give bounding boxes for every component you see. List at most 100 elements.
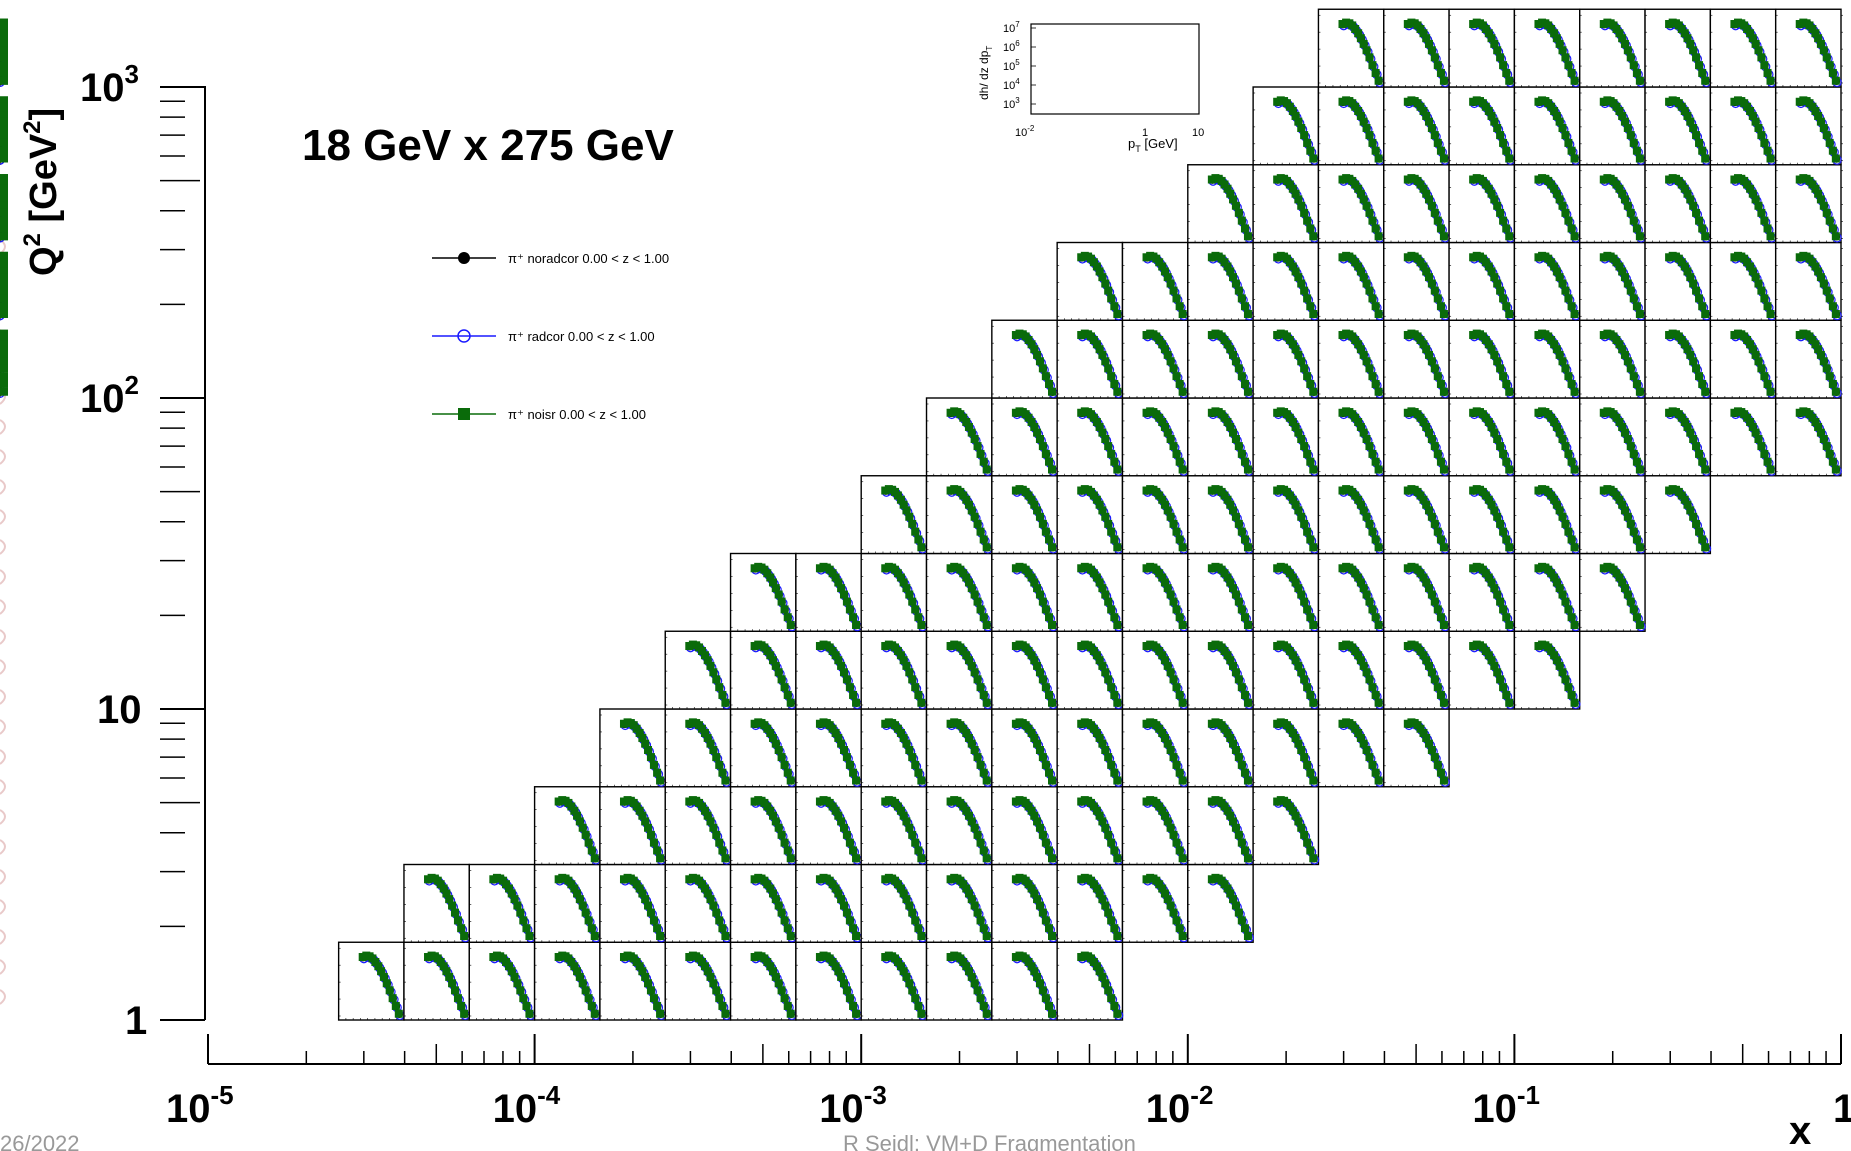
noisr-point — [445, 972, 454, 981]
noisr-point — [1175, 846, 1184, 855]
noisr-point — [1240, 613, 1249, 622]
bin-cell — [925, 397, 993, 477]
bin-cell — [991, 941, 1058, 1021]
noisr-point — [1169, 908, 1178, 917]
noisr-point — [1041, 994, 1050, 1003]
noisr-point — [1110, 690, 1119, 699]
noisr-point — [905, 746, 914, 755]
noisr-point — [914, 846, 923, 855]
noisr-point — [1038, 753, 1047, 762]
noisr-point — [1231, 823, 1240, 832]
noisr-point — [1570, 698, 1579, 707]
noisr-point — [766, 884, 775, 893]
noisr-point — [786, 698, 795, 707]
noisr-point — [1107, 527, 1116, 536]
noisr-point — [973, 597, 982, 606]
noisr-point — [1229, 817, 1238, 826]
noisr-point — [1309, 543, 1318, 552]
noisr-point — [967, 739, 976, 748]
noisr-point — [842, 830, 851, 839]
noisr-point — [581, 986, 590, 995]
noisr-point — [1502, 535, 1511, 544]
noisr-point — [973, 753, 982, 762]
noisr-point — [1493, 668, 1502, 677]
noisr-point — [1178, 543, 1187, 552]
noisr-point — [1101, 901, 1110, 910]
noisr-point — [1113, 931, 1122, 940]
noisr-point — [1101, 590, 1110, 599]
noisr-point — [911, 605, 920, 614]
noisr-point — [715, 683, 724, 692]
noisr-point — [1234, 753, 1243, 762]
edge-squiggle — [0, 719, 6, 735]
noisr-point — [1110, 535, 1119, 544]
noisr-point — [590, 1009, 599, 1018]
noisr-point — [1303, 838, 1312, 847]
noisr-point — [1427, 590, 1436, 599]
noisr-point — [1237, 527, 1246, 536]
noisr-point — [766, 806, 775, 815]
bin-cell — [1252, 552, 1320, 632]
noisr-point — [1629, 605, 1638, 614]
bin-cell — [337, 941, 405, 1021]
noisr-point — [567, 802, 576, 811]
noisr-point — [1166, 590, 1175, 599]
bin-cell — [1317, 475, 1385, 555]
noisr-point — [1297, 746, 1306, 755]
noisr-point — [656, 1009, 665, 1018]
edge-squiggle — [0, 779, 6, 795]
noisr-point — [1701, 543, 1710, 552]
noisr-point — [964, 733, 973, 742]
noisr-point — [1374, 620, 1383, 629]
noisr-point — [842, 986, 851, 995]
noisr-point — [908, 519, 917, 528]
noisr-point — [1047, 1009, 1056, 1018]
noisr-point — [1089, 646, 1098, 655]
noisr-point — [967, 817, 976, 826]
noisr-point — [1243, 854, 1252, 863]
noisr-point — [845, 605, 854, 614]
noisr-point — [570, 806, 579, 815]
noisr-point — [852, 931, 861, 940]
noisr-point — [959, 646, 968, 655]
bin-cell — [664, 863, 732, 943]
noisr-point — [1030, 656, 1039, 665]
noisr-point — [567, 880, 576, 889]
noisr-point — [721, 931, 730, 940]
noisr-point — [1368, 605, 1377, 614]
noisr-point — [976, 916, 985, 925]
bin-cell — [795, 863, 863, 943]
bin-cell — [860, 941, 928, 1021]
noisr-point — [1110, 846, 1119, 855]
noisr-point — [507, 967, 516, 976]
noisr-point — [1436, 690, 1445, 699]
noisr-point — [962, 806, 971, 815]
noisr-point — [1698, 535, 1707, 544]
noisr-point — [1033, 895, 1042, 904]
bin-cell — [1513, 630, 1581, 710]
noisr-point — [567, 957, 576, 966]
noisr-point — [1309, 698, 1318, 707]
bin-cell — [664, 786, 732, 866]
noisr-point — [1178, 776, 1187, 785]
noisr-point — [1172, 527, 1181, 536]
noisr-point — [1368, 527, 1377, 536]
noisr-point — [1365, 753, 1374, 762]
noisr-point — [780, 838, 789, 847]
noisr-point — [1300, 675, 1309, 684]
noisr-point — [917, 931, 926, 940]
noisr-point — [578, 901, 587, 910]
noisr-point — [653, 1001, 662, 1010]
noisr-point — [1374, 698, 1383, 707]
noisr-point — [1300, 753, 1309, 762]
noisr-point — [902, 817, 911, 826]
noisr-point — [573, 811, 582, 820]
noisr-point — [1089, 880, 1098, 889]
noisr-point — [914, 690, 923, 699]
noisr-point — [587, 1001, 596, 1010]
bin-cell — [991, 863, 1058, 943]
noisr-point — [1240, 846, 1249, 855]
noisr-point — [575, 972, 584, 981]
bin-cell — [1383, 630, 1450, 710]
noisr-point — [1234, 597, 1243, 606]
